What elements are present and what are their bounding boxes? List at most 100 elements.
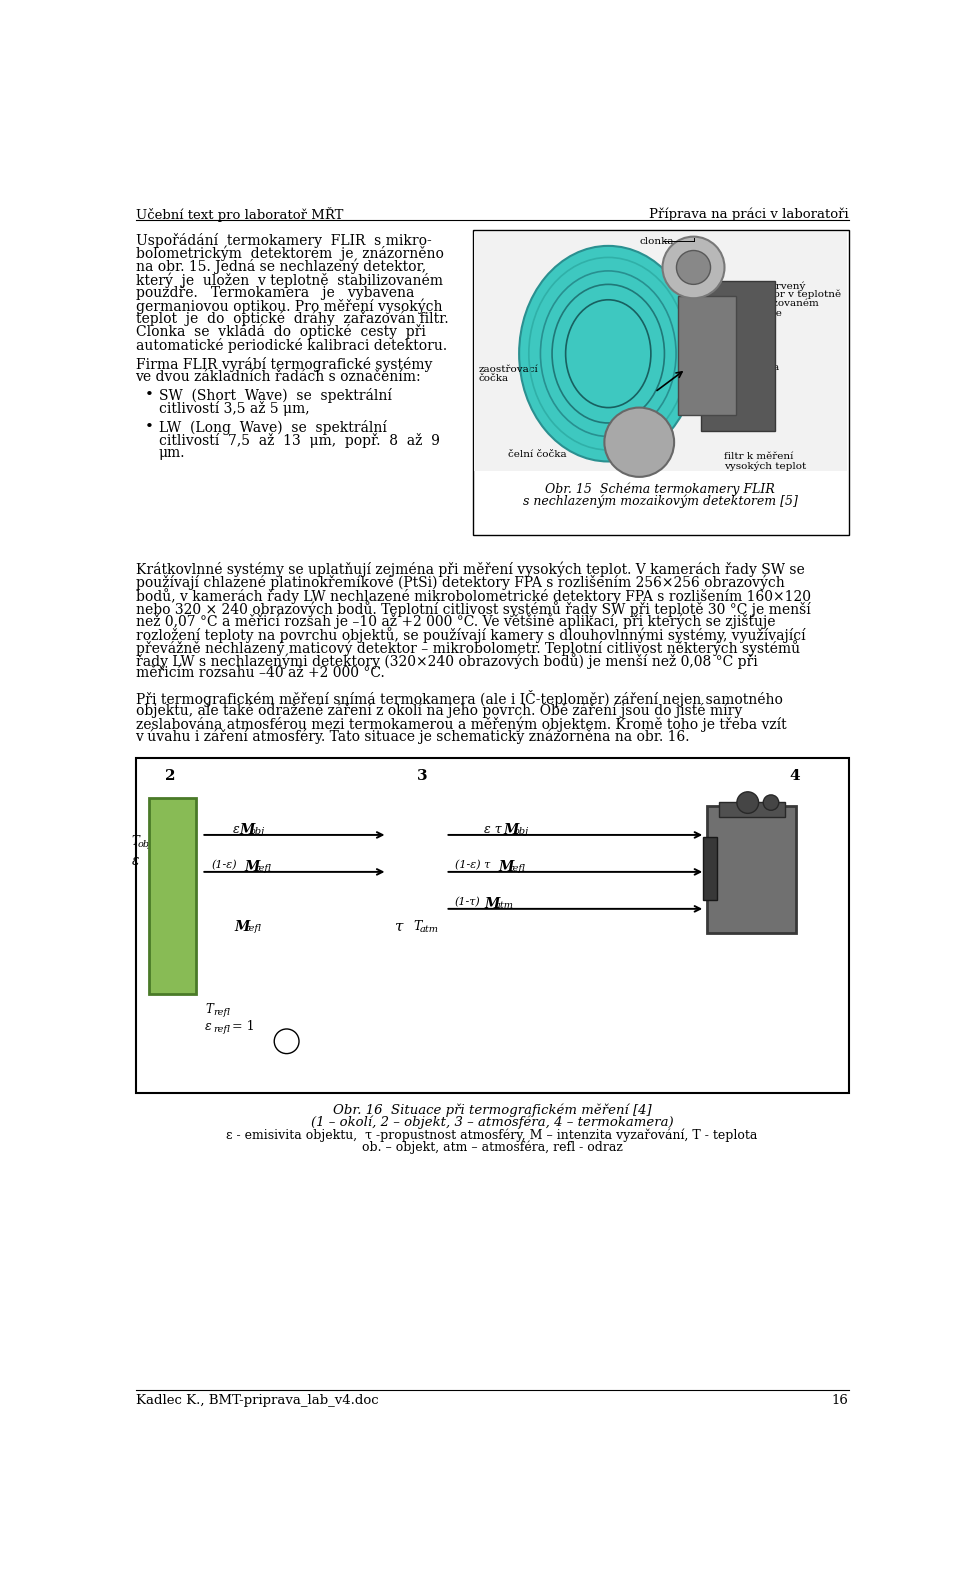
Text: stabilizovaném: stabilizovaném (740, 298, 819, 308)
Bar (703, 838, 717, 900)
Circle shape (737, 792, 758, 814)
Text: v úvahu i záření atmosféry. Tato situace je schematicky znázorněna na obr. 16.: v úvahu i záření atmosféry. Tato situace… (135, 730, 690, 744)
Text: používají chlazené platinokřemíkové (PtSi) detektory FPA s rozlišením 256×256 ob: používají chlazené platinokřemíkové (PtS… (135, 574, 784, 590)
Bar (719, 801, 785, 817)
Circle shape (662, 236, 725, 298)
Text: teplot  je  do  optické  dráhy  zařazován filtr.: teplot je do optické dráhy zařazován fil… (135, 311, 448, 327)
Bar (678, 295, 736, 416)
Text: refl: refl (245, 924, 262, 933)
Text: pouzdře: pouzdře (740, 308, 782, 317)
Text: T: T (413, 919, 421, 933)
Text: bodů, v kamerách řady LW nechlazené mikrobolometrické detektory FPA s rozlišením: bodů, v kamerách řady LW nechlazené mikr… (135, 587, 810, 603)
Text: SW  (Short  Wave)  se  spektrální: SW (Short Wave) se spektrální (158, 387, 392, 403)
Bar (701, 281, 775, 430)
Circle shape (677, 251, 710, 284)
Text: (1-ε) τ: (1-ε) τ (455, 860, 490, 870)
Text: M: M (484, 897, 499, 911)
Text: ve dvou základních řadách s označením:: ve dvou základních řadách s označením: (135, 370, 421, 384)
Text: (1 – okolí, 2 – objekt, 3 – atmosféra, 4 – termokamera): (1 – okolí, 2 – objekt, 3 – atmosféra, 4… (311, 1116, 673, 1130)
Text: obj: obj (514, 827, 529, 836)
Text: převážně nechlazený maticový detektor – mikrobolometr. Teplotní citlivost někter: převážně nechlazený maticový detektor – … (135, 640, 800, 655)
Text: = 1: = 1 (232, 1020, 255, 1033)
Text: Učební text pro laboratoř MŘT: Učební text pro laboratoř MŘT (135, 208, 343, 222)
Text: obj: obj (138, 841, 153, 849)
Text: 3: 3 (417, 770, 427, 784)
Text: Při termografickém měření snímá termokamera (ale i IČ-teploměr) záření nejen sam: Při termografickém měření snímá termokam… (135, 690, 782, 708)
Text: detektor v teplotně: detektor v teplotně (740, 290, 841, 300)
Text: LW  (Long  Wave)  se  spektrální: LW (Long Wave) se spektrální (158, 421, 387, 435)
Text: měřicím rozsahu –40 až +2 000 °C.: měřicím rozsahu –40 až +2 000 °C. (135, 667, 384, 681)
Text: ε: ε (132, 854, 139, 868)
Text: germaniovou optikou. Pro měření vysokých: germaniovou optikou. Pro měření vysokých (135, 298, 442, 314)
Text: refl: refl (508, 865, 525, 873)
Text: (1-ε): (1-ε) (211, 860, 237, 871)
Text: na obr. 15. Jedná se nechlazený detektor,: na obr. 15. Jedná se nechlazený detektor… (135, 259, 425, 275)
Text: obj: obj (250, 827, 265, 836)
Bar (135, 759, 849, 1093)
Text: pouzdře.   Termokamera   je   vybavena: pouzdře. Termokamera je vybavena (135, 286, 414, 300)
Text: čelní čočka: čelní čočka (508, 451, 566, 459)
Text: řady LW s nechlazenými detektory (320×240 obrazových bodů) je menší než 0,08 °C : řady LW s nechlazenými detektory (320×24… (135, 654, 757, 670)
Text: refl: refl (254, 865, 272, 873)
Text: bolometrickým  detektorem  je  znázorněno: bolometrickým detektorem je znázorněno (135, 246, 444, 262)
Text: M: M (504, 822, 519, 836)
Text: Příprava na práci v laboratoři: Příprava na práci v laboratoři (649, 208, 849, 221)
Text: clonka: clonka (639, 236, 674, 246)
Circle shape (605, 408, 674, 476)
Text: 16: 16 (831, 1393, 849, 1408)
Bar (707, 806, 796, 933)
Text: zeslabována atmosférou mezi termokamerou a měřeným objektem. Kromě toho je třeba: zeslabována atmosférou mezi termokamerou… (135, 716, 786, 732)
Text: Firma FLIR vyrábí termografické systémy: Firma FLIR vyrábí termografické systémy (135, 357, 432, 371)
Text: atm: atm (494, 901, 514, 911)
Text: který  je  uložen  v teplotně  stabilizovaném: který je uložen v teplotně stabilizované… (135, 271, 443, 287)
Text: citlivostí 3,5 až 5 μm,: citlivostí 3,5 až 5 μm, (158, 400, 309, 416)
Ellipse shape (519, 246, 697, 462)
Bar (150, 798, 196, 995)
Text: atm: atm (420, 925, 439, 935)
Text: než 0,07 °C a měřicí rozsah je –10 až +2 000 °C. Ve většině aplikací, při kterýc: než 0,07 °C a měřicí rozsah je –10 až +2… (135, 614, 775, 630)
Text: refl: refl (213, 1008, 230, 1017)
Text: ob. – objekt, atm – atmosféra, refl - odraz: ob. – objekt, atm – atmosféra, refl - od… (362, 1141, 622, 1154)
Text: ε: ε (205, 1020, 212, 1033)
Text: 2: 2 (165, 770, 176, 784)
Text: M: M (234, 919, 250, 933)
Text: M: M (498, 860, 514, 873)
Text: 4: 4 (789, 770, 800, 784)
Text: vysokých teplot: vysokých teplot (725, 462, 806, 471)
Circle shape (275, 1028, 299, 1054)
Text: s nechlazeným mozaikovým detektorem [5]: s nechlazeným mozaikovým detektorem [5] (523, 495, 798, 508)
Text: ε: ε (232, 824, 239, 836)
Text: citlivostí  7,5  až  13  μm,  popř.  8  až  9: citlivostí 7,5 až 13 μm, popř. 8 až 9 (158, 433, 440, 448)
Text: M: M (244, 860, 259, 874)
Text: •: • (145, 421, 154, 433)
Text: μm.: μm. (158, 446, 185, 460)
Text: ε - emisivita objektu,  τ -propustnost atmosféry, M – intenzita vyzařování, T - : ε - emisivita objektu, τ -propustnost at… (227, 1128, 757, 1141)
Text: infračervený: infračervený (740, 281, 806, 290)
Text: refl: refl (213, 1025, 230, 1035)
Text: Clonka  se  vkládá  do  optické  cesty  při: Clonka se vkládá do optické cesty při (135, 324, 425, 340)
Text: Krátkovlnné systémy se uplatňují zejména při měření vysokých teplot. V kamerách : Krátkovlnné systémy se uplatňují zejména… (135, 562, 804, 578)
Text: objektu, ale také odražené záření z okolí na jeho povrch. Obě záření jsou do jis: objektu, ale také odražené záření z okol… (135, 703, 742, 719)
Text: nebo 320 × 240 obrazových bodů. Teplotní citlivost systémů řady SW při teplotě 3: nebo 320 × 240 obrazových bodů. Teplotní… (135, 601, 810, 617)
Text: Kadlec K., BMT-priprava_lab_v4.doc: Kadlec K., BMT-priprava_lab_v4.doc (135, 1393, 378, 1408)
Circle shape (763, 795, 779, 811)
Text: (1-τ): (1-τ) (455, 897, 481, 906)
Text: rozložení teploty na povrchu objektů, se používají kamery s dlouhovlnnými systém: rozložení teploty na povrchu objektů, se… (135, 627, 805, 643)
Text: Obr. 16  Situace při termografickém měření [4]: Obr. 16 Situace při termografickém měřen… (333, 1103, 651, 1117)
Text: T: T (132, 835, 139, 847)
Text: ε τ: ε τ (484, 822, 502, 836)
Text: M: M (239, 824, 254, 838)
Text: čočka: čočka (479, 375, 509, 384)
Text: T: T (205, 1003, 213, 1016)
Text: filtr k měření: filtr k měření (725, 452, 794, 462)
Text: 1: 1 (281, 1036, 292, 1051)
Text: τ: τ (396, 919, 403, 933)
Text: zaostřovací: zaostřovací (479, 365, 539, 375)
Text: automatické periodické kalibraci detektoru.: automatické periodické kalibraci detekto… (135, 338, 446, 352)
Text: clona: clona (752, 363, 780, 371)
Bar (472, 230, 849, 535)
Bar (474, 232, 847, 471)
Text: •: • (145, 387, 154, 402)
Text: Obr. 15  Schéma termokamery FLIR: Obr. 15 Schéma termokamery FLIR (545, 482, 775, 495)
Text: Uspořádání  termokamery  FLIR  s mikro-: Uspořádání termokamery FLIR s mikro- (135, 233, 431, 248)
